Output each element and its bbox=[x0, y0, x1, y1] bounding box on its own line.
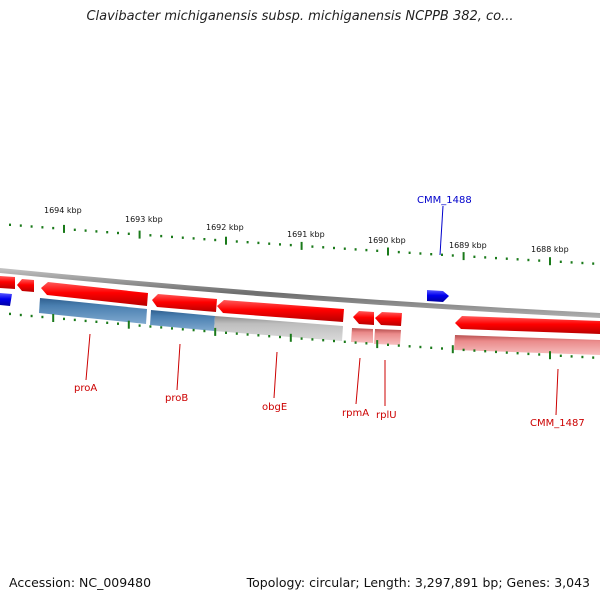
gene-arrow-rpma[interactable] bbox=[353, 311, 374, 325]
gene-label-rpma[interactable]: rpmA bbox=[342, 408, 369, 419]
scale-label: 1689 kbp bbox=[449, 241, 487, 250]
gene-label-obge[interactable]: obgE bbox=[262, 402, 287, 413]
gene-arrow-small[interactable] bbox=[17, 279, 34, 292]
scale-label: 1693 kbp bbox=[125, 215, 163, 224]
gene-arrow-obge[interactable] bbox=[217, 300, 344, 322]
gene-label-cmm-1488[interactable]: CMM_1488 bbox=[417, 195, 472, 206]
gene-arrow-left-edge[interactable] bbox=[0, 293, 12, 306]
feature-bar-obge bbox=[214, 316, 343, 341]
gene-arrow-cmm-1488[interactable] bbox=[427, 290, 449, 302]
gene-label-cmm-1487[interactable]: CMM_1487 bbox=[530, 418, 585, 429]
scale-label: 1690 kbp bbox=[368, 236, 406, 245]
reverse-strand-genes bbox=[0, 276, 600, 334]
gene-arrow-rplu[interactable] bbox=[375, 312, 402, 326]
scale-labels: 1694 kbp 1693 kbp 1692 kbp 1691 kbp 1690… bbox=[44, 206, 569, 254]
scale-ticks-inner bbox=[9, 312, 595, 360]
gene-arrow-left-partial[interactable] bbox=[0, 276, 15, 289]
label-leaders bbox=[85, 205, 559, 416]
feature-bars bbox=[39, 298, 600, 355]
feature-bar-cmm-1487 bbox=[454, 335, 600, 355]
gene-labels: proA proB obgE rpmA rplU CMM_1487 CMM_14… bbox=[74, 195, 585, 429]
scale-label: 1688 kbp bbox=[531, 245, 569, 254]
feature-bar-rpma bbox=[351, 328, 373, 343]
feature-bar-rplu bbox=[374, 329, 401, 345]
gene-label-proa[interactable]: proA bbox=[74, 383, 97, 394]
scale-ticks-outer bbox=[9, 223, 595, 266]
accession-text: Accession: NC_009480 bbox=[9, 575, 152, 590]
gene-label-prob[interactable]: proB bbox=[165, 393, 188, 404]
gene-arrow-cmm-1487[interactable] bbox=[455, 316, 600, 334]
scale-label: 1694 kbp bbox=[44, 206, 82, 215]
gene-arrow-proa[interactable] bbox=[41, 282, 148, 306]
feature-bar-prob bbox=[150, 310, 215, 331]
map-title: Clavibacter michiganensis subsp. michiga… bbox=[86, 9, 514, 24]
scale-label: 1692 kbp bbox=[206, 223, 244, 232]
genome-backbone bbox=[0, 268, 600, 318]
gene-label-rplu[interactable]: rplU bbox=[376, 410, 397, 421]
genome-summary: Topology: circular; Length: 3,297,891 bp… bbox=[246, 575, 590, 590]
scale-label: 1691 kbp bbox=[287, 230, 325, 239]
feature-bar-proa bbox=[39, 298, 147, 324]
gene-arrow-prob[interactable] bbox=[152, 294, 217, 312]
